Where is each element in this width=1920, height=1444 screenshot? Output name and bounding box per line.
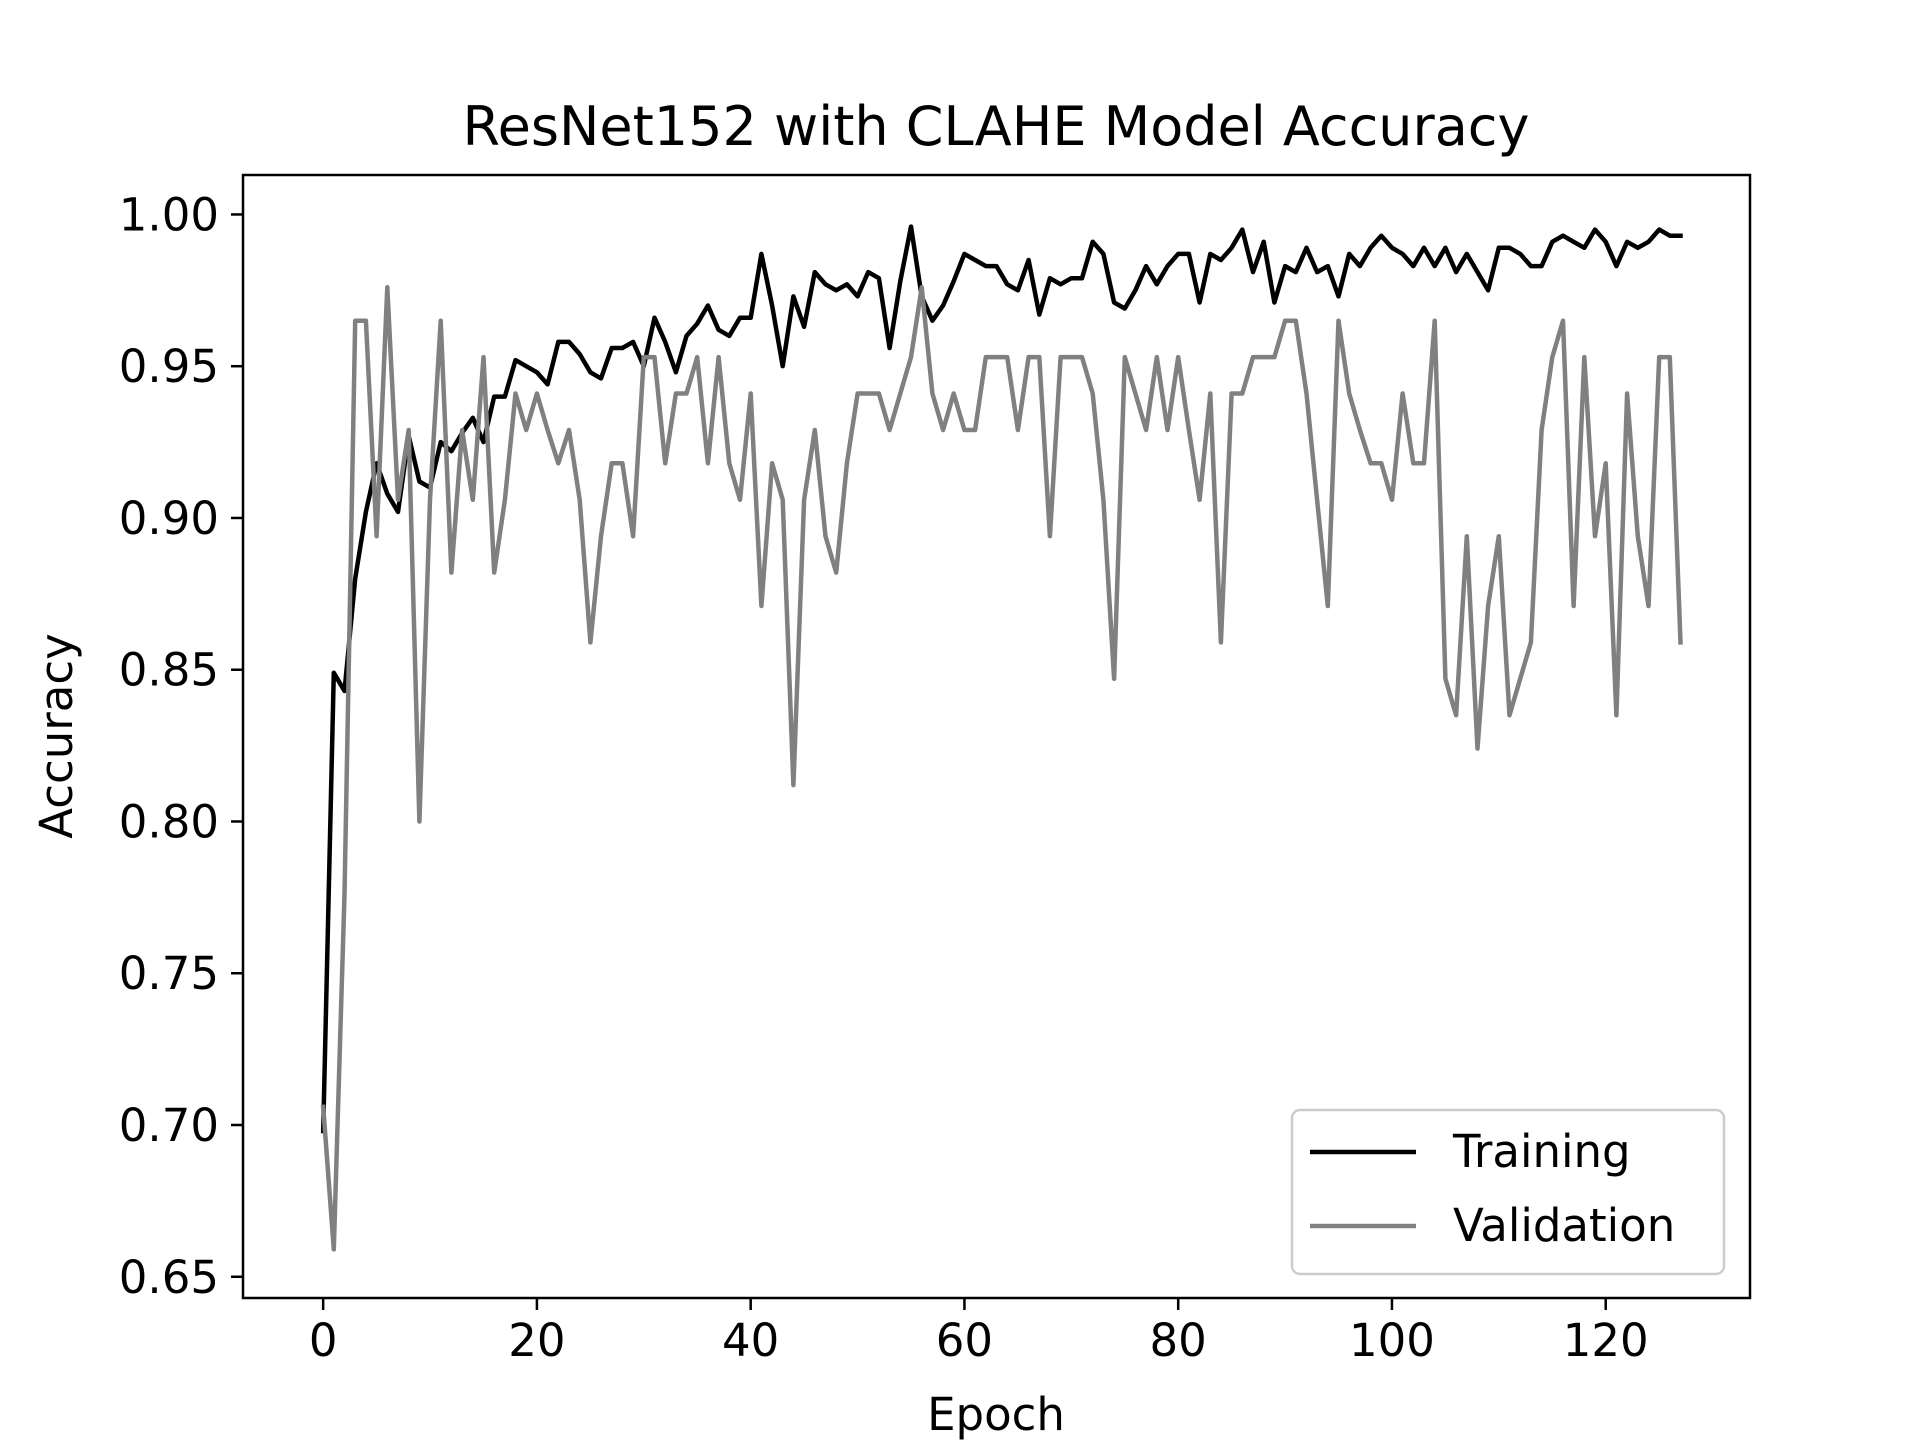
y-tick-label: 0.70 (119, 1099, 219, 1152)
x-axis: 0 20 40 60 80 100 120 (309, 1298, 1649, 1367)
x-tick-label: 100 (1349, 1314, 1435, 1367)
y-tick-label: 0.95 (119, 340, 219, 393)
y-tick-label: 1.00 (119, 188, 219, 241)
legend: Training Validation (1290, 1108, 1726, 1276)
chart-title: ResNet152 with CLAHE Model Accuracy (463, 95, 1530, 158)
x-tick-label: 120 (1563, 1314, 1649, 1367)
x-tick-label: 40 (722, 1314, 779, 1367)
y-tick-label: 0.85 (119, 644, 219, 697)
y-tick-label: 0.65 (119, 1251, 219, 1304)
x-tick-label: 20 (508, 1314, 565, 1367)
series-line-validation (320, 285, 1683, 1252)
legend-label-validation: Validation (1453, 1199, 1675, 1252)
series-layer (320, 224, 1683, 1252)
x-tick-label: 80 (1150, 1314, 1207, 1367)
y-axis: 0.65 0.70 0.75 0.80 0.85 0.90 0.95 1.00 (119, 188, 243, 1304)
plot-frame (241, 173, 1752, 1300)
x-tick-label: 60 (936, 1314, 993, 1367)
x-tick-label: 0 (309, 1314, 338, 1367)
legend-label-training: Training (1452, 1125, 1631, 1178)
y-tick-label: 0.80 (119, 795, 219, 848)
y-tick-label: 0.90 (119, 492, 219, 545)
y-axis-label: Accuracy (30, 633, 83, 838)
y-tick-label: 0.75 (119, 947, 219, 1000)
x-axis-label: Epoch (927, 1388, 1065, 1440)
series-line-training (320, 224, 1683, 1134)
